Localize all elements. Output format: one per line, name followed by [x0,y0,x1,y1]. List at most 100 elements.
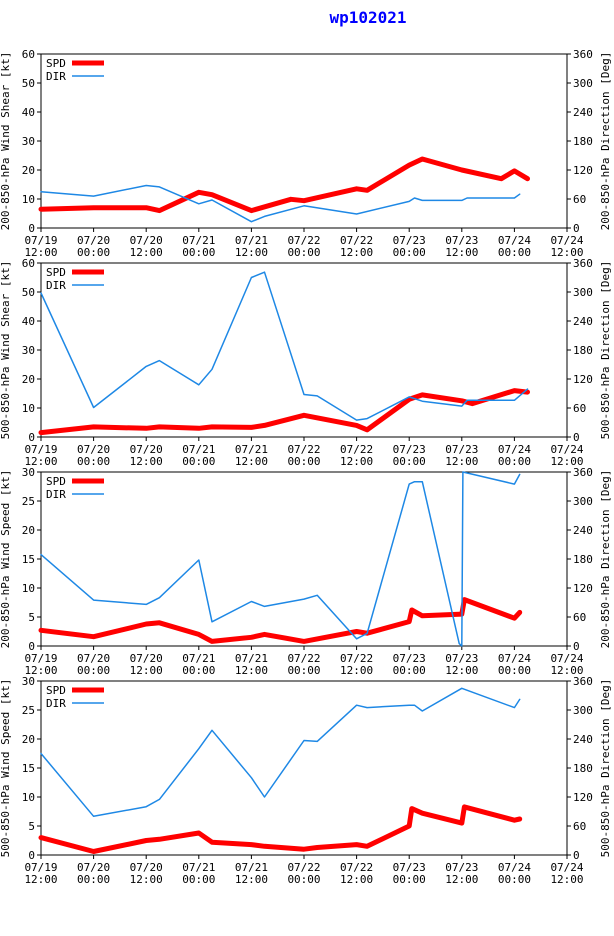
x-tick-label-date: 07/21 [235,234,268,247]
y-left-tick-label: 50 [22,77,35,90]
x-tick-label-time: 12:00 [340,455,373,468]
y-left-tick-label: 40 [22,106,35,119]
x-tick-label-time: 00:00 [393,664,426,677]
y-left-tick-label: 30 [22,675,35,688]
x-tick-label-date: 07/24 [498,234,531,247]
x-tick-label-date: 07/21 [182,443,215,456]
x-tick-label-date: 07/20 [130,652,163,665]
y-right-axis-title: 500-850-hPa Direction [Deg] [599,261,612,440]
y-right-tick-label: 240 [573,315,593,328]
page-title: wp102021 [329,8,407,27]
x-tick-label-date: 07/23 [393,861,426,874]
chart-panel-2: 010203040506006012018024030036007/1912:0… [0,257,612,468]
x-tick-label-time: 12:00 [445,246,478,259]
x-tick-label-date: 07/22 [287,652,320,665]
x-tick-label-date: 07/23 [393,443,426,456]
legend-label-dir: DIR [46,279,66,292]
x-tick-label-time: 00:00 [287,873,320,886]
y-left-tick-label: 20 [22,373,35,386]
y-left-tick-label: 50 [22,286,35,299]
x-tick-label-date: 07/19 [24,652,57,665]
y-left-tick-label: 60 [22,48,35,61]
y-right-axis-title: 200-850-hPa Direction [Deg] [599,470,612,649]
x-tick-label-time: 12:00 [130,246,163,259]
x-tick-label-time: 12:00 [235,455,268,468]
x-tick-label-date: 07/24 [550,234,583,247]
chart-panel-3: 05101520253006012018024030036007/1912:00… [0,466,612,677]
y-left-tick-label: 15 [22,762,35,775]
y-right-tick-label: 120 [573,582,593,595]
y-right-tick-label: 240 [573,524,593,537]
x-tick-label-date: 07/24 [550,443,583,456]
plot-frame [40,471,568,647]
x-tick-label-time: 12:00 [24,664,57,677]
dir-series-line [40,271,529,421]
y-left-axis-title: 500-850-hPa Wind Shear [kt] [0,261,12,440]
x-tick-label-time: 00:00 [77,246,110,259]
legend-label-dir: DIR [46,488,66,501]
y-right-tick-label: 300 [573,704,593,717]
x-tick-label-date: 07/21 [182,861,215,874]
legend-label-dir: DIR [46,697,66,710]
x-tick-label-time: 12:00 [340,873,373,886]
y-left-tick-label: 20 [22,164,35,177]
x-tick-label-time: 00:00 [498,873,531,886]
y-right-tick-label: 360 [573,48,593,61]
x-tick-label-date: 07/22 [287,861,320,874]
x-tick-label-date: 07/23 [445,652,478,665]
y-left-tick-label: 5 [28,820,35,833]
chart-panel-4: 05101520253006012018024030036007/1912:00… [0,675,612,886]
y-right-tick-label: 300 [573,77,593,90]
y-right-axis-title: 500-850-hPa Direction [Deg] [599,679,612,858]
x-tick-label-time: 00:00 [498,664,531,677]
x-tick-label-date: 07/22 [340,652,373,665]
y-left-axis-title: 200-850-hPa Wind Speed [kt] [0,470,12,649]
x-tick-label-date: 07/21 [235,861,268,874]
x-tick-label-date: 07/24 [498,652,531,665]
y-right-tick-label: 180 [573,135,593,148]
legend-label-dir: DIR [46,70,66,83]
y-left-tick-label: 0 [28,431,35,444]
y-left-tick-label: 30 [22,135,35,148]
y-left-axis-title: 200-850-hPa Wind Shear [kt] [0,52,12,231]
y-right-tick-label: 60 [573,611,586,624]
chart-panel-1: 010203040506006012018024030036007/1912:0… [0,48,612,259]
x-tick-label-time: 12:00 [24,246,57,259]
dir-series-line [40,471,521,647]
y-right-tick-label: 120 [573,373,593,386]
x-tick-label-date: 07/21 [182,652,215,665]
plot-frame [40,680,568,856]
x-tick-label-date: 07/21 [235,443,268,456]
spd-series-line [38,388,530,436]
x-tick-label-time: 12:00 [550,873,583,886]
x-tick-label-time: 00:00 [182,664,215,677]
dir-series-line [40,184,521,223]
y-left-tick-label: 10 [22,193,35,206]
x-tick-label-time: 00:00 [287,664,320,677]
x-tick-label-time: 00:00 [182,246,215,259]
x-tick-label-time: 12:00 [235,664,268,677]
y-right-tick-label: 240 [573,106,593,119]
x-tick-label-time: 12:00 [550,455,583,468]
x-tick-label-date: 07/20 [77,234,110,247]
y-left-tick-label: 25 [22,704,35,717]
y-right-tick-label: 0 [573,849,580,862]
x-tick-label-date: 07/24 [550,652,583,665]
x-tick-label-time: 12:00 [130,664,163,677]
spd-series-line [38,597,523,644]
y-right-tick-label: 300 [573,495,593,508]
y-left-tick-label: 0 [28,849,35,862]
y-right-tick-label: 180 [573,762,593,775]
y-right-tick-label: 360 [573,466,593,479]
x-tick-label-date: 07/20 [77,443,110,456]
y-right-tick-label: 300 [573,286,593,299]
y-right-tick-label: 120 [573,164,593,177]
y-right-tick-label: 0 [573,640,580,653]
y-right-tick-label: 0 [573,431,580,444]
x-tick-label-time: 12:00 [445,664,478,677]
x-tick-label-date: 07/22 [340,234,373,247]
x-tick-label-time: 00:00 [77,455,110,468]
spd-series-line [38,156,530,214]
y-left-tick-label: 10 [22,402,35,415]
x-tick-label-time: 00:00 [182,455,215,468]
